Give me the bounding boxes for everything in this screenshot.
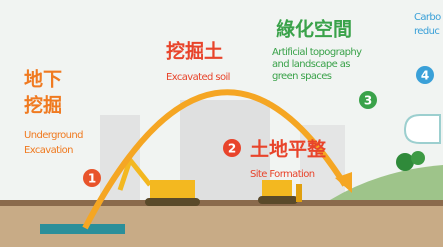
step-subtitle: Excavated soil	[166, 72, 230, 83]
step-title: 土地平整	[250, 138, 326, 161]
step-number: 4	[421, 69, 429, 83]
step-subtitle: Artificial topography	[272, 47, 362, 58]
step-title: 地下	[24, 68, 62, 91]
step-subtitle: Excavation	[24, 145, 73, 156]
step-number: 1	[88, 172, 96, 186]
step-subtitle: green spaces	[272, 71, 332, 82]
ground	[0, 200, 443, 247]
tree	[411, 151, 425, 165]
ground-edge	[0, 200, 443, 206]
step-number: 2	[228, 142, 236, 156]
excavation-pit	[40, 224, 125, 234]
step-title: 綠化空間	[276, 18, 352, 41]
tree	[396, 153, 414, 171]
step-subtitle: Underground	[24, 130, 83, 141]
step-title: reduc	[414, 26, 439, 37]
step-subtitle: and landscape as	[272, 59, 350, 70]
step-number: 3	[364, 94, 372, 108]
step-title: Carbo	[414, 12, 441, 23]
speech-bubble	[405, 115, 440, 143]
step-title: 挖掘土	[166, 40, 223, 63]
diagram: 1 2 3 4 地下 挖掘 Underground Excavation 挖掘土…	[0, 0, 443, 247]
step-subtitle: Site Formation	[250, 169, 315, 180]
step-title: 挖掘	[24, 94, 62, 117]
